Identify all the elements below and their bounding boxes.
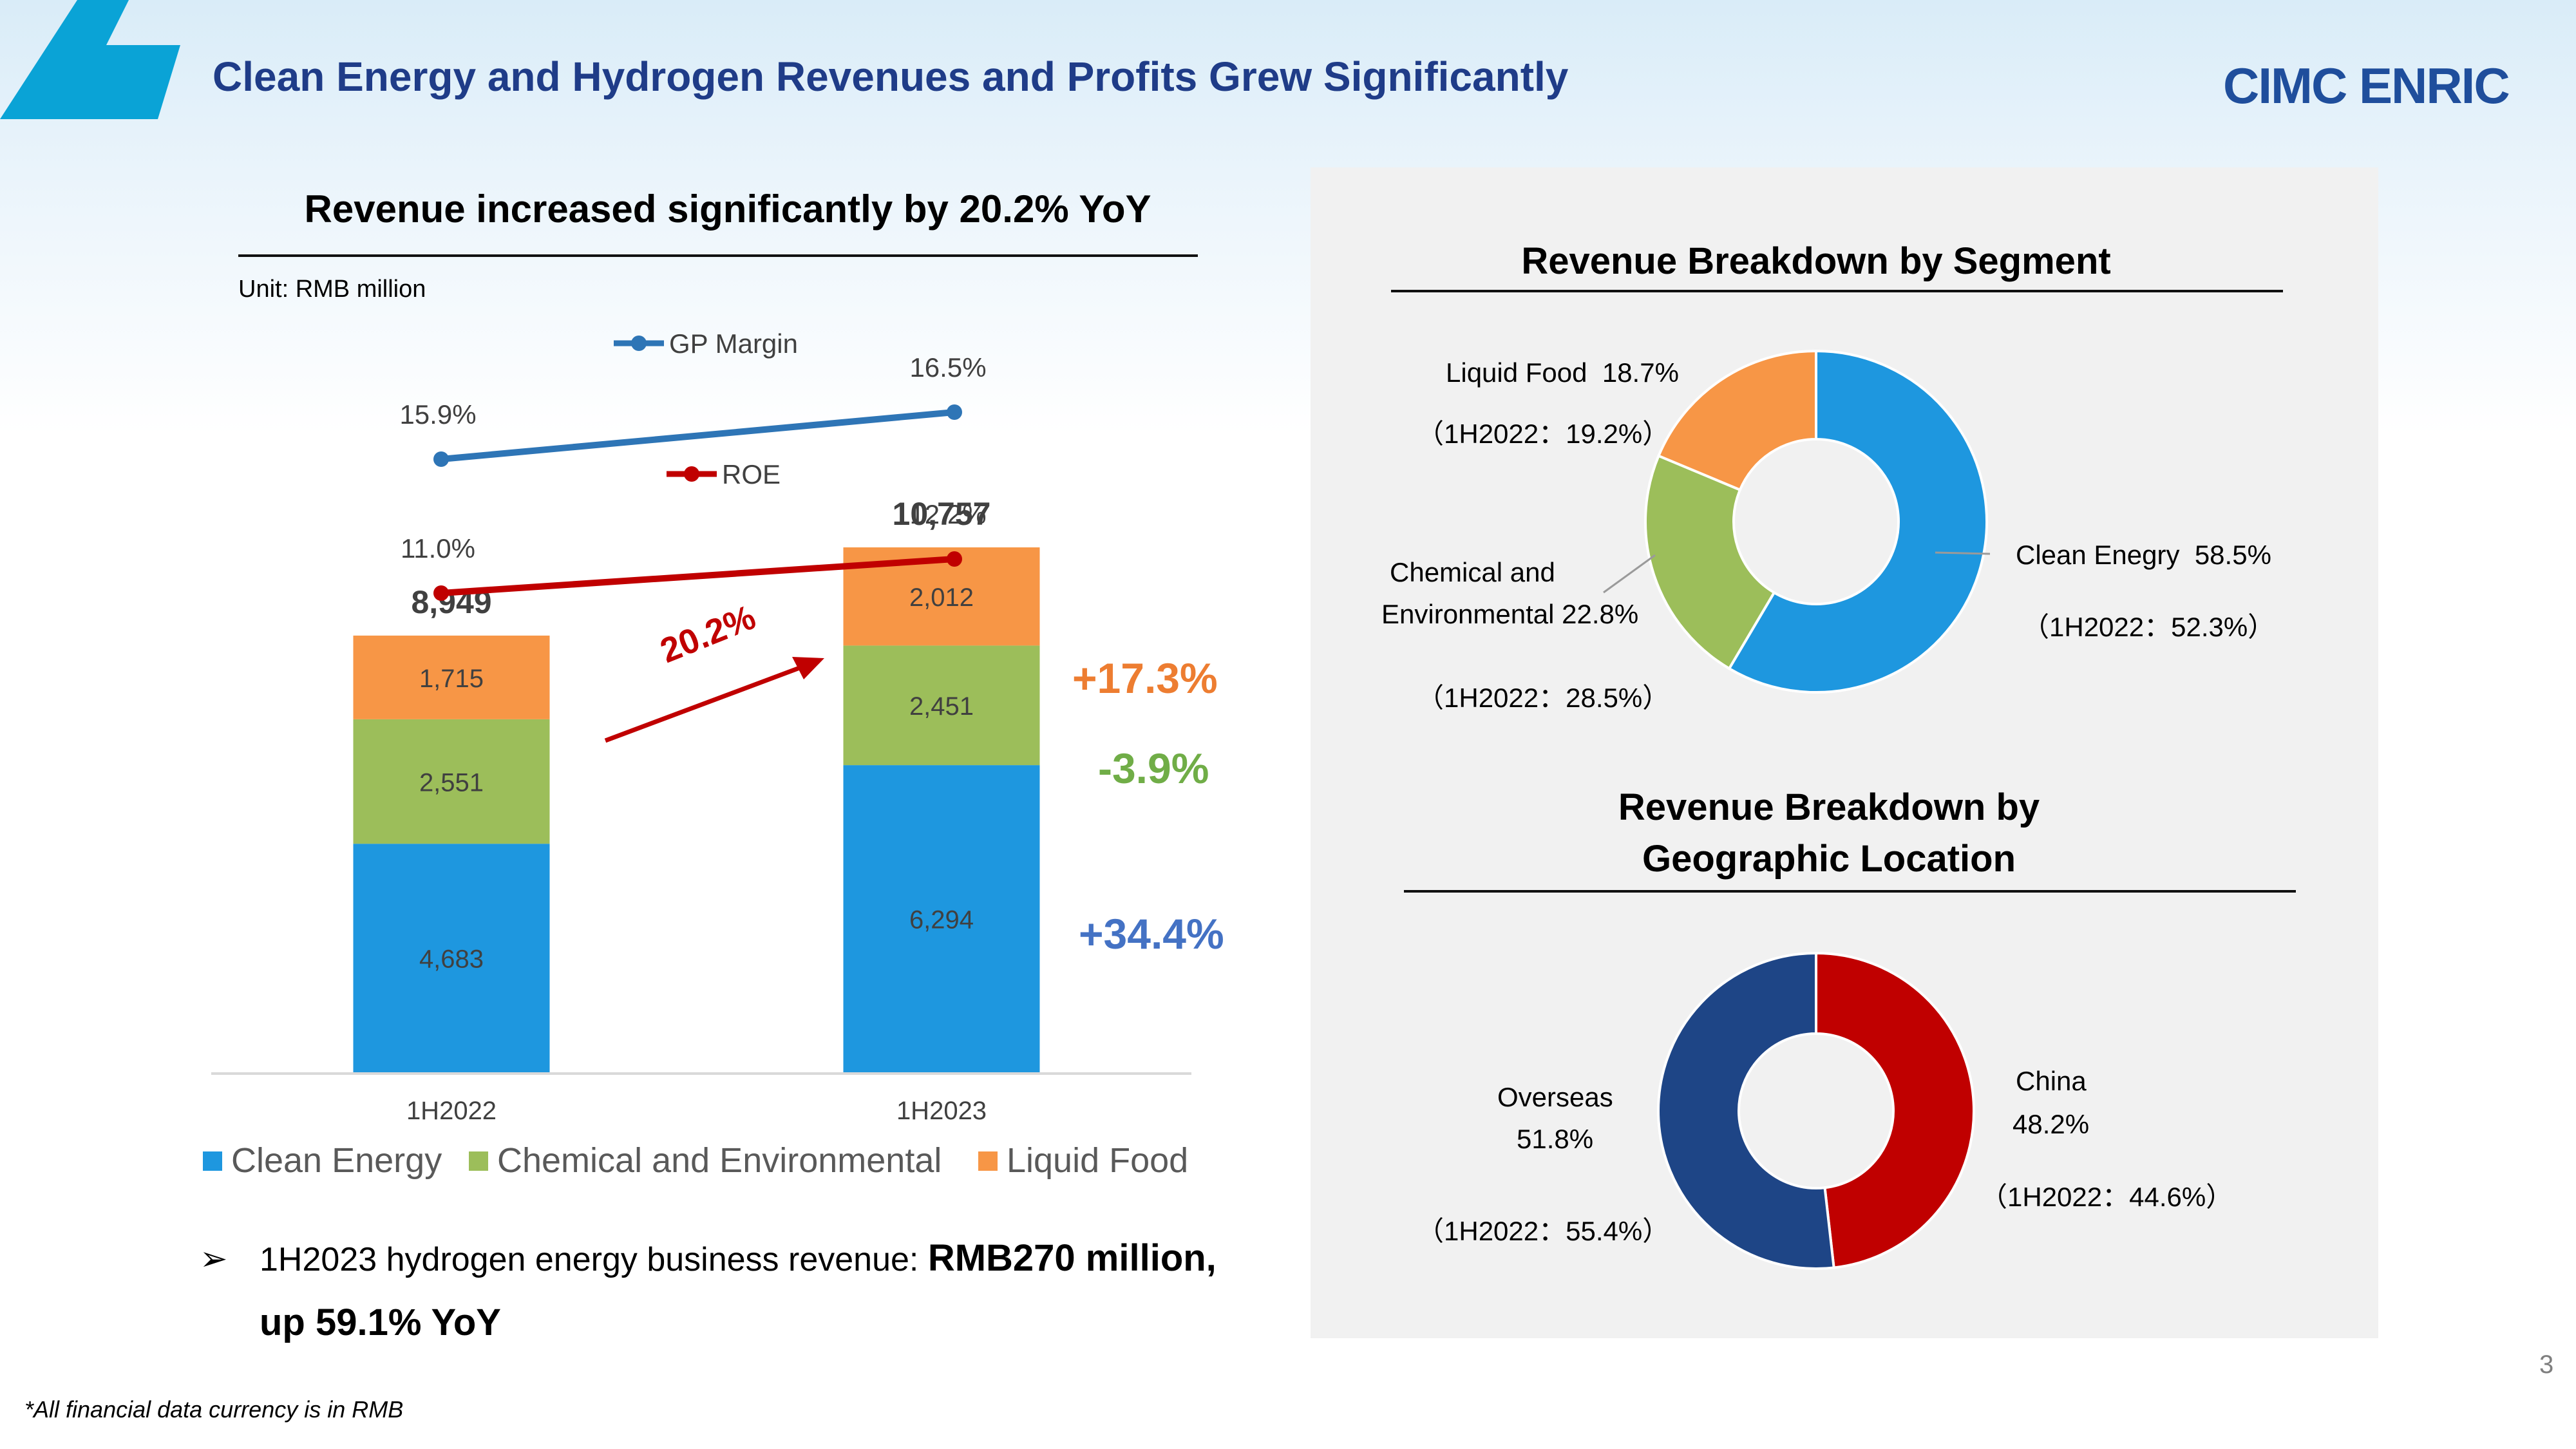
chemical-label-line1: Chemical and: [1390, 557, 1555, 587]
donut-slice: [1727, 349, 1988, 694]
clean-energy-prev: （1H2022：52.3%）: [2022, 612, 2275, 642]
bar-value-label: 2,012: [909, 583, 974, 612]
growth-arrow-label: 20.2%: [655, 598, 761, 670]
overseas-pct: 51.8%: [1517, 1124, 1594, 1154]
geo-heading-line1: Revenue Breakdown by: [1618, 786, 2040, 828]
leader-lines: [1603, 551, 1991, 594]
page-number: 3: [2539, 1350, 2554, 1379]
bar-legend-swatch: [469, 1151, 488, 1171]
revenue-bar-chart: 4,6832,5511,7158,9491H20226,2942,4512,01…: [203, 328, 1191, 1180]
line-legend-marker: [684, 466, 699, 482]
bar-value-label: 6,294: [909, 906, 974, 934]
unit-label: Unit: RMB million: [238, 276, 426, 303]
line-point-label: 11.0%: [401, 533, 475, 564]
bullet-text-bold-1: RMB270 million,: [927, 1237, 1217, 1279]
line-point: [947, 404, 962, 420]
chemical-pct: 22.8%: [1562, 599, 1639, 629]
line-legend-label: GP Margin: [669, 328, 798, 359]
line-series: [440, 556, 955, 596]
donut-slice: [1656, 349, 1817, 492]
clean-energy-label: Clean Enegry 58.5%: [2016, 540, 2271, 571]
chemical-name: Environmental: [1381, 599, 1555, 629]
segment-donut-chart: [1644, 349, 1988, 694]
line-point: [433, 585, 449, 601]
bar-legend-swatch: [978, 1151, 998, 1171]
bar-value-label: 2,551: [419, 769, 484, 797]
bullet-line-2: up 59.1% YoY: [260, 1302, 501, 1343]
liquid-food-prev: （1H2022：19.2%）: [1417, 419, 1670, 449]
company-logo: CIMC ENRIC: [2223, 57, 2510, 114]
bar-value-label: 2,451: [909, 692, 974, 721]
x-tick-label: 1H2023: [896, 1097, 987, 1125]
line-series: [440, 409, 955, 462]
china-pct: 48.2%: [2012, 1109, 2090, 1139]
slide-title: Clean Energy and Hydrogen Revenues and P…: [213, 53, 1569, 100]
bar-legend-label: Clean Energy: [231, 1141, 442, 1180]
line-point-label: 16.5%: [909, 352, 986, 383]
donut-slice: [1644, 454, 1776, 670]
donut-slice: [1657, 951, 1835, 1270]
liquid-food-name: Liquid Food: [1446, 357, 1587, 388]
line-point-label: 15.9%: [399, 399, 476, 430]
clean-energy-growth: +34.4%: [1079, 910, 1224, 958]
growth-arrow: [604, 662, 810, 743]
bar-legend-swatch: [203, 1151, 222, 1171]
segment-heading: Revenue Breakdown by Segment: [1521, 240, 2111, 282]
revenue-heading: Revenue increased significantly by 20.2%…: [304, 187, 1151, 231]
line-point-label: 12.2%: [909, 499, 986, 529]
bar-legend-label: Chemical and Environmental: [497, 1141, 942, 1180]
line-legend-marker: [631, 336, 647, 351]
china-prev: （1H2022：44.6%）: [1980, 1182, 2233, 1212]
bar-legend-label: Liquid Food: [1007, 1141, 1188, 1180]
revenue-heading-underline: [238, 254, 1198, 257]
bar-segment: [843, 645, 1040, 766]
donut-slice: [1815, 951, 1975, 1269]
bar-value-label: 4,683: [419, 945, 484, 974]
clean-energy-pct: 58.5%: [2194, 540, 2271, 570]
chemical-label-line2: Environmental 22.8%: [1381, 599, 1638, 630]
liquid-food-label: Liquid Food 18.7%: [1446, 357, 1679, 388]
liquid-food-pct: 18.7%: [1602, 357, 1679, 388]
bar-segment: [353, 719, 550, 844]
chemical-prev: （1H2022：28.5%）: [1417, 683, 1670, 713]
geo-donut-chart: [1657, 951, 1975, 1270]
overseas-label: Overseas: [1497, 1082, 1613, 1112]
corner-decoration: [0, 0, 180, 119]
bar-segment: [353, 635, 550, 719]
bar-segment: [843, 765, 1040, 1072]
geo-heading-underline: [1404, 890, 2296, 893]
segment-heading-underline: [1391, 290, 2283, 292]
x-tick-label: 1H2022: [406, 1097, 497, 1125]
bar-segment: [353, 844, 550, 1072]
liquid-food-growth: +17.3%: [1072, 654, 1218, 702]
china-label: China: [2016, 1066, 2087, 1096]
bullet-marker: ➢: [200, 1240, 228, 1278]
bullet-line-1: 1H2023 hydrogen energy business revenue:…: [260, 1236, 1217, 1280]
bar-total-label: 10,757: [893, 496, 991, 532]
line-point: [947, 551, 962, 567]
clean-energy-name: Clean Enegry: [2016, 540, 2180, 570]
line-point: [433, 451, 449, 467]
geo-heading-line2: Geographic Location: [1642, 838, 2016, 880]
chemical-growth: -3.9%: [1098, 744, 1209, 792]
bullet-text-normal: 1H2023 hydrogen energy business revenue:: [260, 1241, 928, 1278]
growth-arrowhead: [792, 657, 824, 679]
overseas-prev: （1H2022：55.4%）: [1417, 1216, 1670, 1246]
footnote: *All financial data currency is in RMB: [24, 1396, 404, 1423]
bar-value-label: 1,715: [419, 665, 484, 693]
line-legend-label: ROE: [722, 459, 781, 489]
